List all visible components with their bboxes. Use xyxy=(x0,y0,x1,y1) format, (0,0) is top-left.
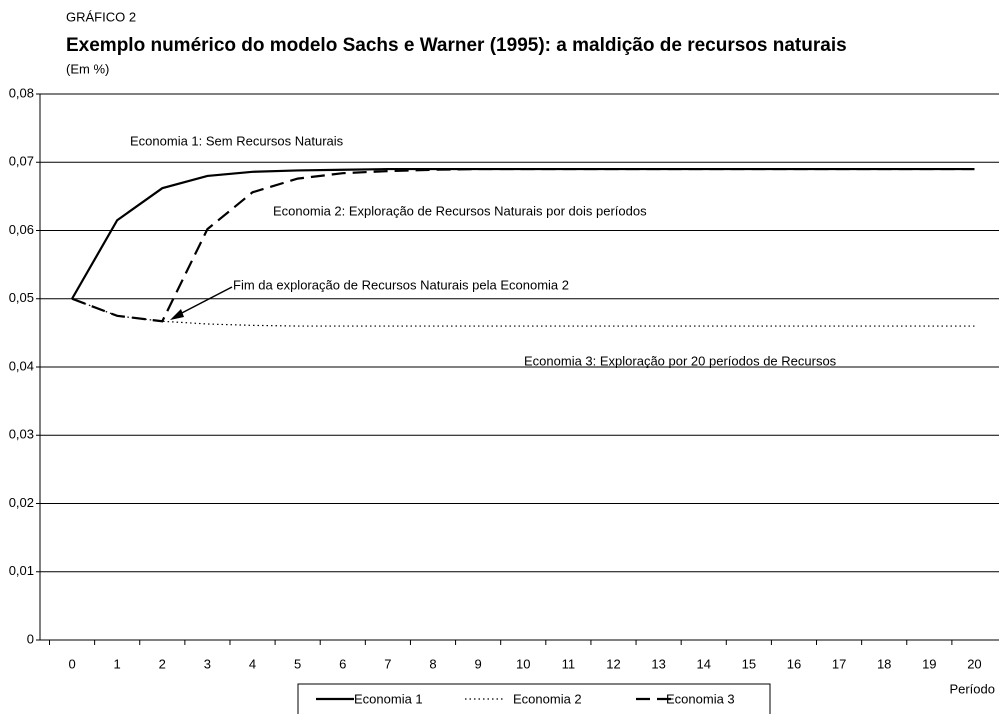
legend-box xyxy=(297,683,771,714)
y-tick-label: 0,07 xyxy=(9,154,34,169)
x-axis-label: Período xyxy=(949,681,995,696)
series-line xyxy=(71,298,975,327)
x-tick-label: 10 xyxy=(516,656,530,671)
x-tick-label: 16 xyxy=(787,656,801,671)
y-tick-label: 0 xyxy=(27,631,34,646)
x-tick-label: 7 xyxy=(384,656,391,671)
annotation-arrow xyxy=(175,286,233,317)
series-line xyxy=(71,167,975,323)
x-tick-label: 3 xyxy=(204,656,211,671)
x-tick-label: 6 xyxy=(339,656,346,671)
x-tick-label: 1 xyxy=(114,656,121,671)
x-tick-label: 0 xyxy=(68,656,75,671)
y-tick-label: 0,08 xyxy=(9,85,34,100)
y-tick-label: 0,05 xyxy=(9,290,34,305)
x-tick-label: 12 xyxy=(606,656,620,671)
x-tick-label: 2 xyxy=(159,656,166,671)
x-tick-label: 17 xyxy=(832,656,846,671)
x-tick-label: 19 xyxy=(922,656,936,671)
x-tick-label: 20 xyxy=(967,656,981,671)
x-tick-label: 15 xyxy=(742,656,756,671)
x-tick-label: 5 xyxy=(294,656,301,671)
kicker: GRÁFICO 2 xyxy=(66,9,136,24)
legend-label: Economia 2 xyxy=(513,691,582,706)
y-tick-label: 0,01 xyxy=(9,563,34,578)
annotation: Economia 1: Sem Recursos Naturais xyxy=(130,133,344,148)
x-tick-label: 4 xyxy=(249,656,256,671)
x-tick-label: 9 xyxy=(475,656,482,671)
y-tick-label: 0,02 xyxy=(9,495,34,510)
legend-label: Economia 3 xyxy=(666,691,735,706)
x-tick-label: 8 xyxy=(429,656,436,671)
chart-title: Exemplo numérico do modelo Sachs e Warne… xyxy=(66,35,847,56)
y-tick-label: 0,04 xyxy=(9,358,34,373)
annotation: Economia 3: Exploração por 20 períodos d… xyxy=(524,353,837,368)
x-tick-label: 13 xyxy=(651,656,665,671)
subtitle: (Em %) xyxy=(66,61,109,76)
annotation: Fim da exploração de Recursos Naturais p… xyxy=(233,277,569,292)
annotation-arrowhead xyxy=(170,309,184,320)
legend-label: Economia 1 xyxy=(354,691,423,706)
y-tick-label: 0,03 xyxy=(9,427,34,442)
annotation: Economia 2: Exploração de Recursos Natur… xyxy=(273,203,647,218)
x-tick-label: 18 xyxy=(877,656,891,671)
x-tick-label: 11 xyxy=(562,656,576,671)
x-tick-label: 14 xyxy=(696,656,710,671)
y-tick-label: 0,06 xyxy=(9,222,34,237)
